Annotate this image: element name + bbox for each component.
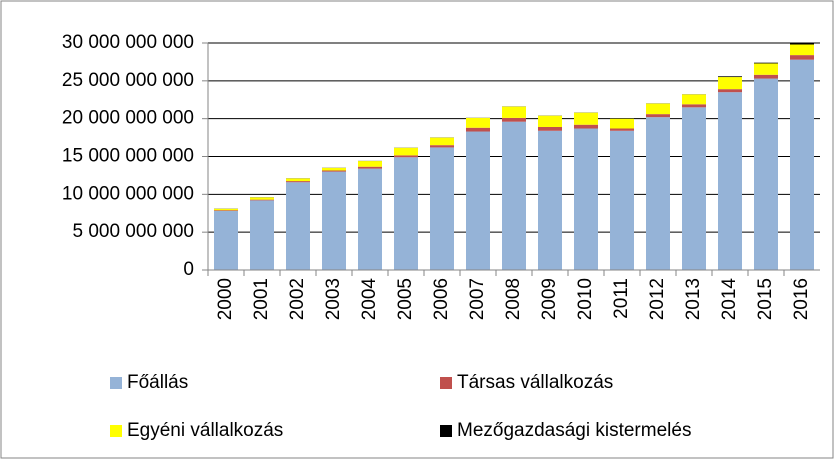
bar-segment xyxy=(358,169,382,270)
legend-swatch xyxy=(110,377,122,389)
bar-segment xyxy=(466,118,490,128)
bar-segment xyxy=(718,89,742,92)
x-tick-label: 2013 xyxy=(683,278,704,320)
bar-segment xyxy=(646,117,670,270)
bar-segment xyxy=(790,60,814,270)
bar-segment xyxy=(214,210,238,211)
bar-segment xyxy=(754,75,778,79)
x-tick-label: 2004 xyxy=(359,278,380,321)
x-tick-label: 2002 xyxy=(287,278,308,320)
bar-segment xyxy=(790,45,814,56)
bar-segment xyxy=(790,55,814,60)
legend-label: Főállás xyxy=(127,372,188,393)
bar-segment xyxy=(394,155,418,157)
bar-segment xyxy=(754,63,778,74)
bar-segment xyxy=(394,157,418,270)
bar-segment xyxy=(466,132,490,270)
bar-segment xyxy=(574,125,598,129)
bar-segment xyxy=(502,122,526,270)
bar-segment xyxy=(322,170,346,171)
bar-segment xyxy=(250,197,274,199)
bar-segment xyxy=(538,131,562,270)
bar-segment xyxy=(430,138,454,146)
x-tick-label: 2015 xyxy=(755,278,776,320)
bar-segment xyxy=(214,209,238,211)
y-tick-label: 30 000 000 000 xyxy=(62,32,194,53)
bar-segment xyxy=(286,182,310,270)
bar-segment xyxy=(718,77,742,89)
x-tick-label: 2003 xyxy=(323,278,344,320)
bar-segment xyxy=(322,172,346,270)
x-tick-label: 2007 xyxy=(467,278,488,320)
bar-segment xyxy=(682,94,706,104)
bar-segment xyxy=(718,76,742,77)
legend-swatch xyxy=(110,425,122,437)
y-tick-label: 25 000 000 000 xyxy=(62,70,194,91)
x-tick-label: 2016 xyxy=(791,278,812,320)
bar-segment xyxy=(466,128,490,132)
y-tick-label: 0 xyxy=(183,259,194,280)
bar-segment xyxy=(610,119,634,129)
bar-segment xyxy=(430,145,454,147)
bar-segment xyxy=(538,127,562,131)
x-tick-label: 2000 xyxy=(215,278,236,320)
x-tick-label: 2010 xyxy=(575,278,596,320)
bar-segment xyxy=(754,79,778,270)
bar-segment xyxy=(322,168,346,171)
y-tick-label: 10 000 000 000 xyxy=(62,183,194,204)
bar-segment xyxy=(682,104,706,107)
bar-segment xyxy=(574,113,598,125)
x-tick-label: 2005 xyxy=(395,278,416,320)
legend-swatch xyxy=(440,425,452,437)
bar-segment xyxy=(646,104,670,115)
bar-segment xyxy=(610,129,634,131)
bar-segment xyxy=(754,63,778,64)
bar-segment xyxy=(250,200,274,201)
x-tick-label: 2008 xyxy=(503,278,524,320)
x-tick-label: 2009 xyxy=(539,278,560,320)
y-tick-label: 20 000 000 000 xyxy=(62,108,194,129)
y-tick-label: 15 000 000 000 xyxy=(62,146,194,167)
legend-label: Társas vállalkozás xyxy=(457,372,613,393)
y-tick-label: 5 000 000 000 xyxy=(72,221,194,242)
bar-segment xyxy=(430,147,454,270)
bar-segment xyxy=(502,107,526,118)
bar-segment xyxy=(790,43,814,45)
bar-segment xyxy=(214,211,238,270)
bar-segment xyxy=(646,114,670,117)
bar-segment xyxy=(538,116,562,127)
bar-segment xyxy=(358,161,382,167)
bar-segment xyxy=(718,92,742,270)
bar-segment xyxy=(286,178,310,181)
x-tick-label: 2011 xyxy=(611,278,632,319)
bar-segment xyxy=(394,148,418,156)
bar-segment xyxy=(250,200,274,270)
x-tick-label: 2001 xyxy=(251,278,272,320)
x-tick-label: 2014 xyxy=(719,278,740,321)
bar-segment xyxy=(286,181,310,182)
bar-segment xyxy=(682,107,706,270)
x-tick-label: 2006 xyxy=(431,278,452,320)
bar-segment xyxy=(610,131,634,270)
legend-label: Mezőgazdasági kistermelés xyxy=(457,420,691,441)
bar-segment xyxy=(358,167,382,169)
legend-label: Egyéni vállalkozás xyxy=(127,420,283,441)
bar-segment xyxy=(502,118,526,122)
bar-segment xyxy=(574,129,598,270)
legend-swatch xyxy=(440,377,452,389)
x-tick-label: 2012 xyxy=(647,278,668,320)
